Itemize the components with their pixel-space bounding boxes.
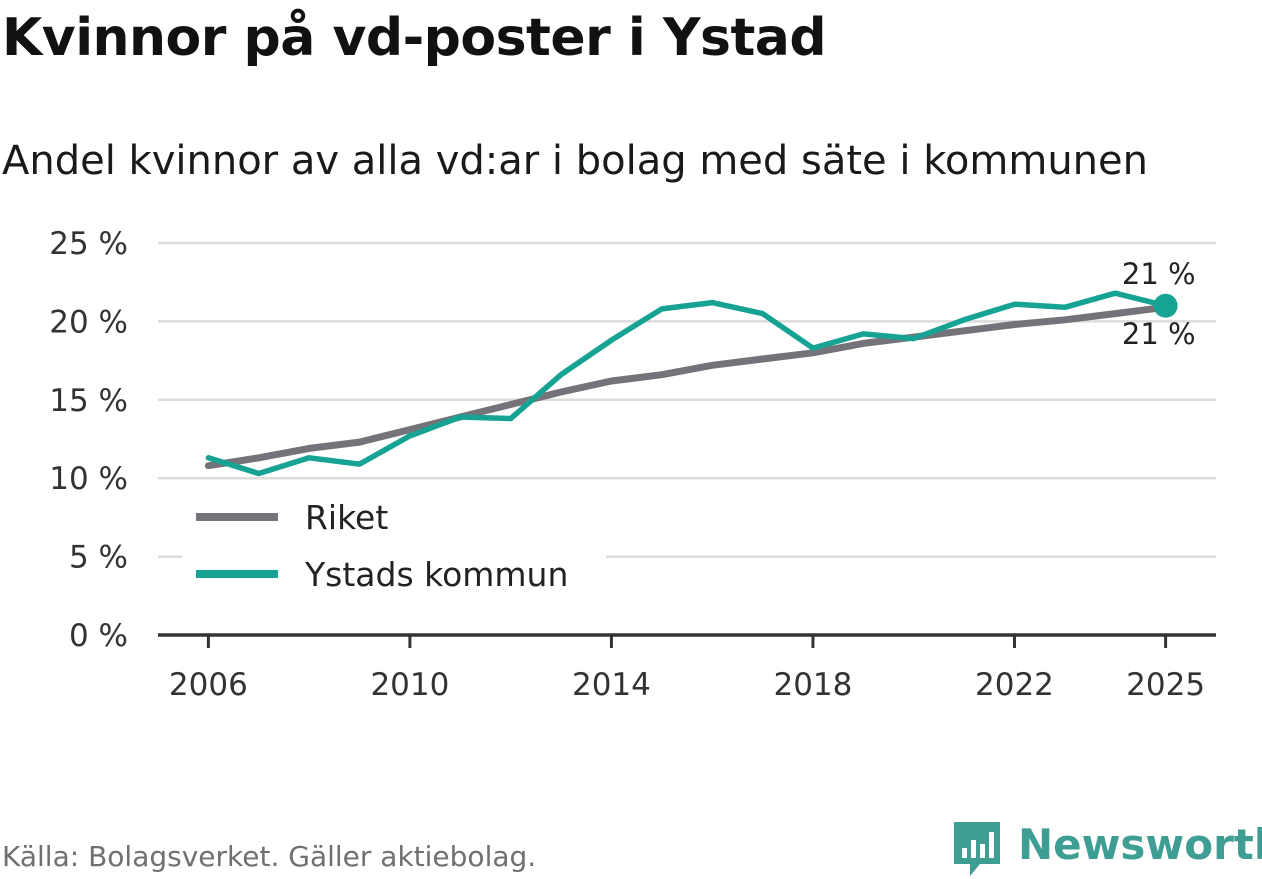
newsworthy-logo-text: Newsworthy — [1018, 820, 1262, 869]
x-tick-label-2025: 2025 — [1126, 667, 1205, 703]
x-axis-ticks: 2006 2010 2014 2018 2022 2025 — [169, 635, 1205, 703]
y-tick-label-20: 20 % — [49, 304, 128, 340]
series-line-riket — [204, 303, 1170, 470]
newsworthy-logo-icon — [954, 822, 1000, 876]
series-lines — [204, 290, 1178, 477]
y-tick-label-0: 0 % — [69, 618, 128, 654]
legend-label-ystad: Ystads kommun — [304, 555, 568, 594]
legend-label-riket: Riket — [305, 498, 388, 537]
x-tick-label-2018: 2018 — [773, 667, 852, 703]
y-tick-label-15: 15 % — [49, 383, 128, 419]
end-label-ystad: 21 % — [1122, 257, 1196, 291]
chart-subtitle: Andel kvinnor av alla vd:ar i bolag med … — [2, 138, 1148, 184]
y-tick-label-25: 25 % — [49, 226, 128, 262]
end-point-ystad — [1153, 293, 1178, 318]
series-line-ystad — [205, 290, 1169, 477]
y-tick-label-5: 5 % — [69, 540, 128, 576]
newsworthy-logo[interactable]: Newsworthy — [950, 818, 1262, 878]
x-tick-label-2022: 2022 — [975, 667, 1054, 703]
end-label-riket: 21 % — [1122, 317, 1196, 351]
source-note: Källa: Bolagsverket. Gäller aktiebolag. — [2, 840, 537, 873]
legend: Riket Ystads kommun — [182, 490, 606, 602]
x-tick-label-2010: 2010 — [370, 667, 449, 703]
y-tick-label-10: 10 % — [49, 461, 128, 497]
x-tick-label-2014: 2014 — [572, 667, 651, 703]
legend-background — [182, 490, 606, 602]
end-labels: 21 % 21 % — [1122, 257, 1196, 351]
chart-title: Kvinnor på vd-poster i Ystad — [2, 8, 827, 68]
y-axis-ticks: 0 % 5 % 10 % 15 % 20 % 25 % — [49, 226, 128, 654]
x-tick-label-2006: 2006 — [169, 667, 248, 703]
